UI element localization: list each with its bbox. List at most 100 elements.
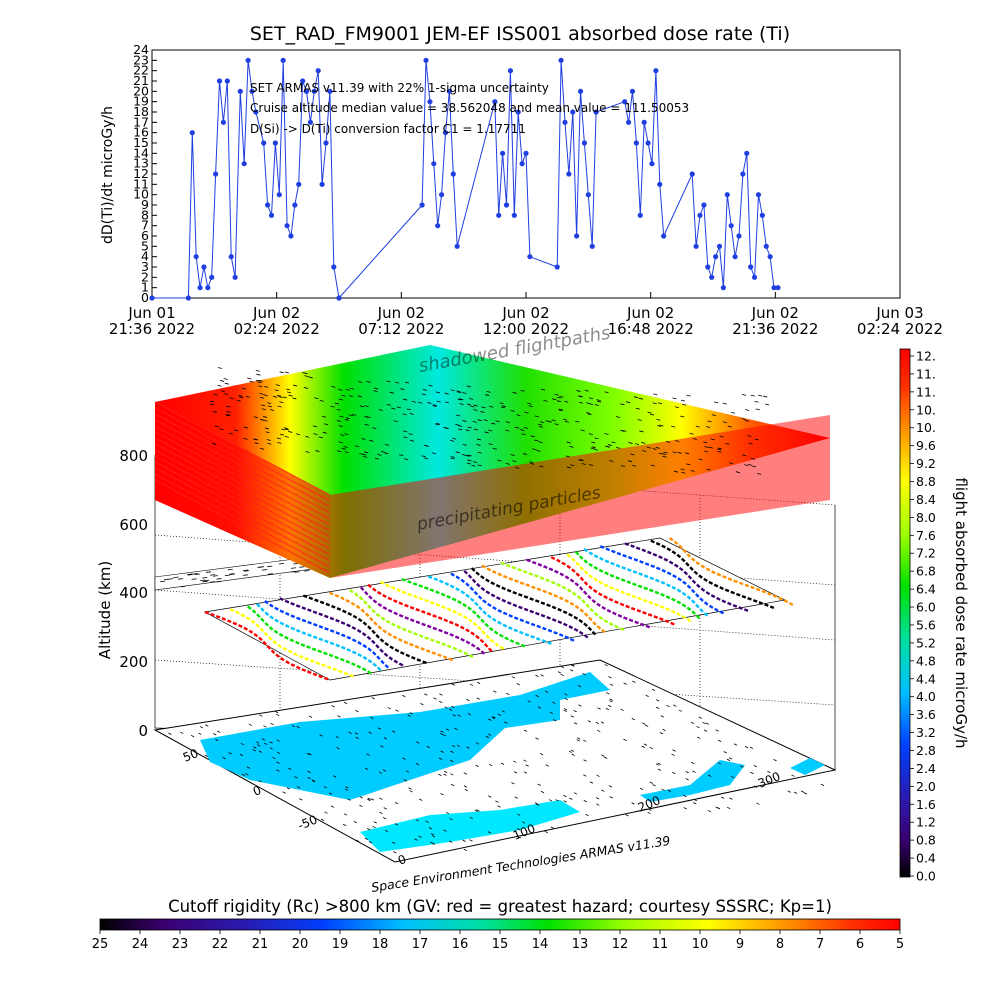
slab-dash-mark	[281, 428, 286, 431]
map-dash-mark	[402, 694, 406, 698]
data-point	[763, 243, 769, 249]
slab-layer-line	[154, 443, 331, 538]
slab-dash-mark	[450, 457, 455, 460]
slab-dash-mark	[473, 404, 478, 407]
map-dash-mark	[576, 737, 581, 740]
slab-dash-mark	[403, 398, 408, 401]
map-dash-mark	[671, 753, 675, 756]
slab-dash-mark	[284, 371, 289, 374]
map-dash-mark	[475, 764, 479, 767]
map-dash-mark	[563, 709, 567, 713]
dose-colorbar-tick-label: 0.0	[916, 869, 936, 884]
slab-dash-mark	[476, 444, 481, 446]
slab-dash-mark	[226, 411, 231, 413]
slab-dash-mark	[747, 435, 752, 437]
map-dash-mark	[604, 664, 608, 667]
data-point	[693, 243, 699, 249]
map-dash-mark	[733, 743, 738, 746]
map-dash-mark	[180, 731, 184, 734]
map-dash-mark	[608, 704, 612, 708]
slab-dash-mark	[534, 439, 539, 442]
slab-dash-mark	[524, 411, 529, 414]
map-dash-mark	[525, 764, 529, 767]
map-dash-mark	[750, 771, 754, 775]
map-dash-mark	[500, 762, 505, 765]
rigidity-colorbar-tick-label: 19	[332, 937, 349, 952]
map-dash-mark	[487, 733, 492, 736]
flight-track-line	[583, 548, 710, 618]
slab-dash-mark	[226, 405, 231, 408]
y-tick-label: 23	[133, 52, 149, 67]
rigidity-colorbar-tick-label: 21	[252, 937, 269, 952]
dose-colorbar-tick-label: 6.0	[916, 600, 936, 615]
slab-dash-mark	[741, 418, 746, 420]
slab-dash-mark	[672, 397, 677, 400]
map-dash-mark	[492, 716, 496, 719]
map-dash-mark	[606, 692, 610, 695]
flight-track-line	[550, 556, 677, 627]
slab-dash-mark	[538, 441, 543, 444]
map-dash-mark	[773, 759, 777, 762]
data-point	[189, 130, 195, 136]
slab-dash-mark	[642, 450, 647, 452]
map-dash-mark	[643, 743, 648, 746]
slab-dash-mark	[369, 439, 374, 442]
data-point	[701, 202, 707, 208]
slab-dash-mark	[374, 457, 379, 460]
slab-dash-mark	[348, 414, 353, 417]
data-point	[637, 212, 643, 218]
rigidity-colorbar-tick-label: 10	[692, 937, 709, 952]
map-dash-mark	[608, 676, 612, 679]
slab-dash-mark	[267, 405, 272, 408]
map-dash-mark	[511, 676, 515, 679]
map-dash-mark	[601, 754, 605, 757]
slab-dash-mark	[267, 442, 272, 445]
slab-dash-mark	[444, 401, 449, 404]
x-tick-label-time: 12:00 2022	[483, 320, 569, 338]
map-dash-mark	[537, 706, 542, 709]
lat-tick-minus50: -50	[296, 812, 319, 832]
slab-dash-mark	[277, 405, 282, 408]
data-point	[232, 274, 238, 280]
y-tick-label: 22	[133, 63, 149, 78]
map-dash-mark	[256, 741, 260, 744]
map-dash-mark	[673, 704, 677, 707]
map-dash-mark	[425, 820, 429, 823]
map-dash-mark	[648, 808, 652, 811]
slab-dash-mark	[520, 389, 525, 392]
data-point	[284, 223, 290, 229]
slab-dash-mark	[488, 443, 493, 446]
slab-dash-mark	[663, 451, 668, 454]
y-tick-label: 8	[141, 207, 149, 222]
slab-dash-mark	[265, 431, 270, 434]
slab-dash-mark	[481, 406, 486, 409]
slab-dash-mark	[462, 444, 467, 446]
shadow-dash-mark	[163, 578, 169, 581]
slab-dash-mark	[755, 408, 760, 411]
map-dash-mark	[715, 729, 719, 732]
slab-dash-mark	[476, 438, 482, 441]
slab-dash-mark	[255, 379, 260, 382]
shadow-dash-mark	[293, 563, 299, 565]
slab-dash-mark	[604, 433, 609, 435]
map-dash-mark	[513, 771, 518, 774]
map-dash-mark	[563, 800, 567, 803]
map-dash-mark	[445, 728, 450, 731]
lat-tick-50: 50	[181, 746, 200, 765]
map-dash-mark	[639, 787, 644, 790]
rigidity-colorbar-tick-label: 17	[412, 937, 429, 952]
map-dash-mark	[476, 809, 480, 812]
x-tick-label-date: Jun 02	[252, 304, 300, 322]
slab-dash-mark	[288, 394, 293, 397]
map-dash-mark	[414, 838, 418, 841]
chart-title: SET_RAD_FM9001 JEM-EF ISS001 absorbed do…	[250, 23, 790, 45]
map-dash-mark	[306, 752, 310, 756]
slab-dash-mark	[484, 431, 489, 434]
flight-track-line	[463, 570, 591, 640]
slab-dash-mark	[421, 455, 426, 458]
map-dash-mark	[583, 774, 587, 777]
map-dash-mark	[597, 729, 601, 733]
map-dash-mark	[296, 786, 301, 789]
data-point	[264, 202, 271, 208]
slab-dash-mark	[728, 462, 734, 465]
